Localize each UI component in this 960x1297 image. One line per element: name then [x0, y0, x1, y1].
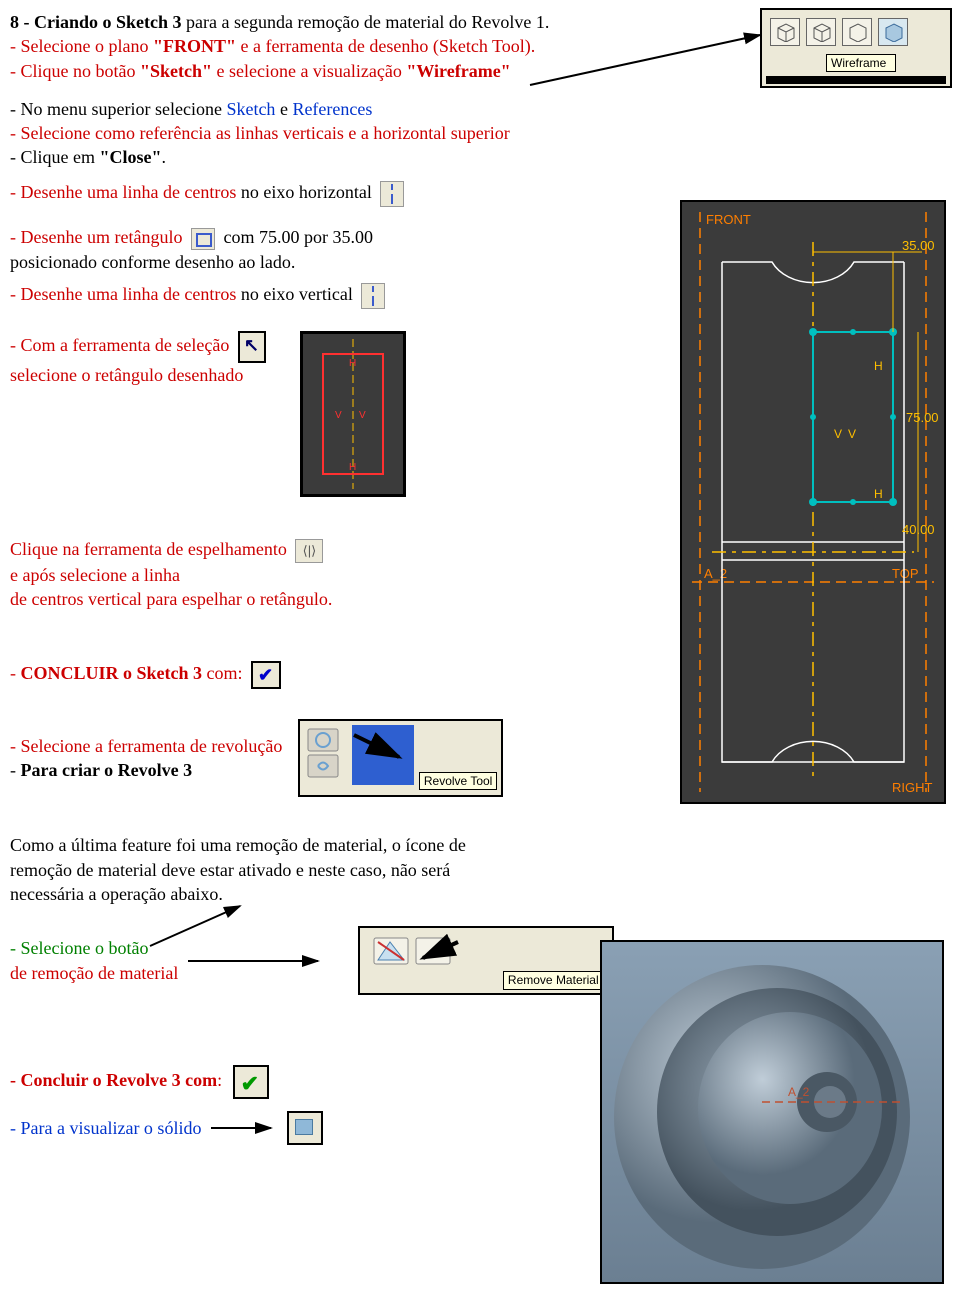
ok-check-icon[interactable]: [251, 661, 281, 689]
sketch-figure: FRONT RIGHT TOP A_2 H H: [680, 200, 946, 804]
rendered-part-figure: A_2: [600, 940, 944, 1284]
svg-text:40.00: 40.00: [902, 522, 935, 537]
svg-text:RIGHT: RIGHT: [892, 780, 933, 795]
display-style-icon[interactable]: [770, 18, 800, 46]
svg-text:TOP: TOP: [892, 566, 919, 581]
svg-text:75.00: 75.00: [906, 410, 939, 425]
svg-text:V: V: [848, 427, 856, 441]
display-style-icon[interactable]: [878, 18, 908, 46]
instruction-line: de remoção de material: [10, 961, 178, 985]
display-style-icon[interactable]: [842, 18, 872, 46]
revolve-tooltip: Revolve Tool: [419, 772, 497, 790]
svg-text:V: V: [359, 410, 366, 421]
instruction-line: - No menu superior selecione Sketch e Re…: [10, 97, 620, 121]
rectangle-icon[interactable]: [191, 228, 215, 250]
display-style-icon[interactable]: [806, 18, 836, 46]
instruction-line: de centros vertical para espelhar o retâ…: [10, 587, 620, 611]
svg-text:35.00: 35.00: [902, 238, 935, 253]
instruction-line: - Desenhe um retângulo com 75.00 por 35.…: [10, 225, 620, 250]
shaded-display-icon[interactable]: [287, 1111, 323, 1145]
remove-material-tooltip: Remove Material: [503, 971, 604, 989]
svg-text:FRONT: FRONT: [706, 212, 751, 227]
instruction-line: selecione o retângulo desenhado: [10, 363, 270, 387]
svg-text:V: V: [834, 427, 842, 441]
instruction-line: e após selecione a linha: [10, 563, 620, 587]
mini-sketch-figure: H H V V: [300, 331, 406, 497]
ok-check-icon[interactable]: [233, 1065, 269, 1099]
centerline-icon[interactable]: [361, 283, 385, 309]
selection-arrow-icon[interactable]: [238, 331, 266, 363]
instruction-line: - Concluir o Revolve 3 com:: [10, 1065, 620, 1099]
step-title: 8 - Criando o Sketch 3 para a segunda re…: [10, 10, 620, 34]
svg-text:H: H: [874, 359, 883, 373]
centerline-icon[interactable]: [380, 181, 404, 207]
instruction-line: - Clique em "Close".: [10, 145, 620, 169]
svg-text:A_2: A_2: [704, 566, 727, 581]
instruction-line: - Clique no botão "Sketch" e selecione a…: [10, 59, 620, 83]
mirror-icon[interactable]: ⟨|⟩: [295, 539, 323, 563]
instruction-line: - Para a visualizar o sólido: [10, 1111, 620, 1145]
svg-text:H: H: [349, 462, 356, 473]
svg-text:H: H: [874, 487, 883, 501]
instruction-line: Clique na ferramenta de espelhamento ⟨|⟩: [10, 537, 620, 563]
instruction-line: - CONCLUIR o Sketch 3 com:: [10, 661, 620, 689]
instruction-line: - Desenhe uma linha de centros no eixo h…: [10, 180, 620, 207]
revolve-tool-figure: Revolve Tool: [298, 719, 503, 797]
svg-text:H: H: [349, 358, 356, 369]
instruction-line: - Com a ferramenta de seleção: [10, 331, 270, 363]
svg-text:V: V: [335, 410, 342, 421]
svg-text:A_2: A_2: [788, 1085, 810, 1099]
instruction-line: - Selecione a ferramenta de revolução: [10, 734, 282, 758]
wireframe-toolbar: Wireframe: [760, 8, 952, 88]
instruction-line: - Para criar o Revolve 3: [10, 758, 282, 782]
instruction-line: - Selecione como referência as linhas ve…: [10, 121, 620, 145]
instruction-line: posicionado conforme desenho ao lado.: [10, 250, 620, 274]
instruction-line: - Desenhe uma linha de centros no eixo v…: [10, 282, 620, 309]
wireframe-tooltip: Wireframe: [826, 54, 896, 72]
instruction-line: - Selecione o plano "FRONT" e a ferramen…: [10, 34, 620, 58]
